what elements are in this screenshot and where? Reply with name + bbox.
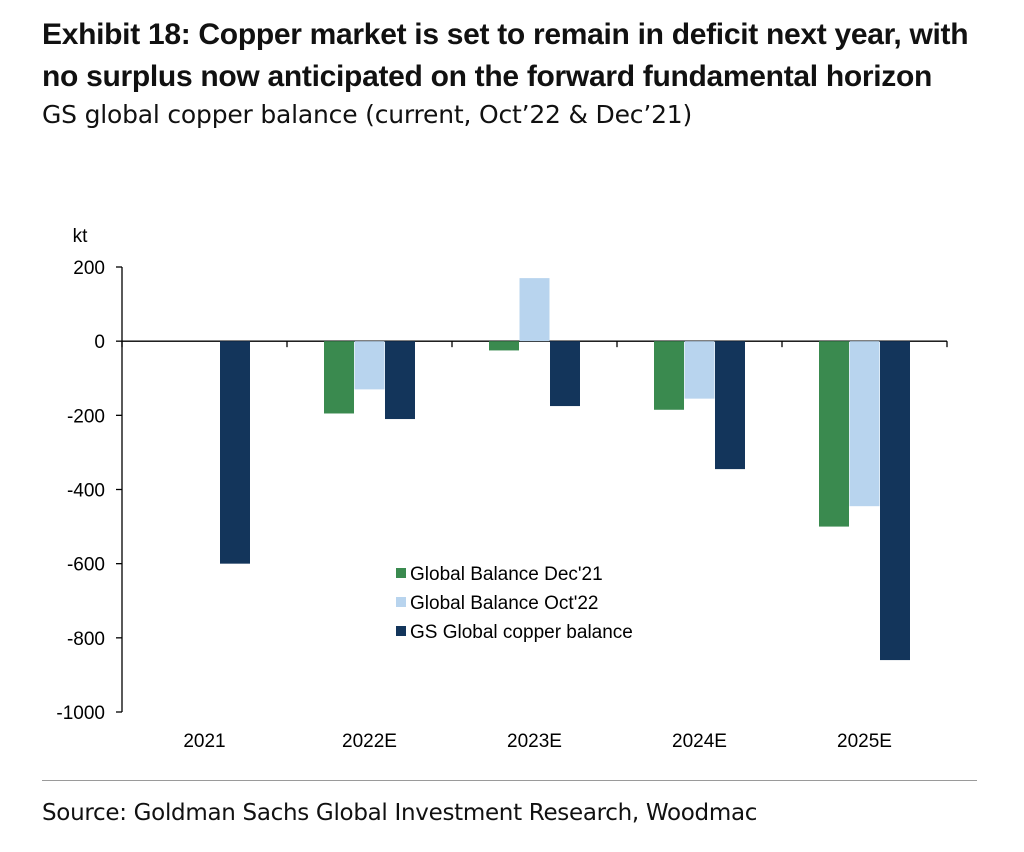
x-tick-label: 2025E bbox=[837, 731, 892, 752]
bar bbox=[654, 341, 684, 410]
x-tick-label: 2023E bbox=[507, 731, 562, 752]
bar bbox=[550, 341, 580, 407]
y-tick-label: 200 bbox=[73, 258, 105, 279]
y-tick-label: -400 bbox=[67, 481, 105, 502]
x-tick-label: 2022E bbox=[342, 731, 397, 752]
y-tick-label: 0 bbox=[94, 332, 105, 353]
chart-axes: 200 0 -200 -400 -600 -800 -1000 kt 2021 2022E 2023… bbox=[56, 226, 948, 752]
bar bbox=[819, 341, 849, 527]
legend-label: Global Balance Dec'21 bbox=[410, 564, 603, 585]
bar bbox=[324, 341, 354, 414]
chart-legend: Global Balance Dec'21 Global Balance Oct'… bbox=[396, 564, 633, 643]
bar bbox=[489, 341, 519, 351]
legend-swatch bbox=[396, 568, 406, 578]
bar bbox=[849, 341, 880, 507]
legend-swatch bbox=[396, 626, 406, 636]
bar bbox=[715, 341, 745, 470]
chart-subtitle: GS global copper balance (current, Oct’2… bbox=[42, 100, 693, 129]
y-tick-label: -800 bbox=[67, 629, 105, 650]
y-tick-label: -600 bbox=[67, 555, 105, 576]
bar bbox=[519, 278, 550, 342]
bar-chart: 200 0 -200 -400 -600 -800 -1000 kt 2021 2022E 2023… bbox=[56, 226, 948, 752]
y-tick-label: -200 bbox=[67, 406, 105, 427]
y-axis-unit-label: kt bbox=[73, 226, 89, 247]
bar bbox=[880, 341, 910, 661]
chart-title: Exhibit 18: Copper market is set to rema… bbox=[42, 18, 969, 93]
source-note: Source: Goldman Sachs Global Investment … bbox=[42, 800, 758, 826]
legend-swatch bbox=[396, 597, 406, 607]
bar bbox=[220, 341, 250, 564]
bar bbox=[684, 341, 715, 399]
x-tick-label: 2024E bbox=[672, 731, 727, 752]
bar bbox=[354, 341, 385, 390]
chart-bars bbox=[220, 278, 910, 661]
bar bbox=[385, 341, 415, 420]
y-tick-label: -1000 bbox=[56, 703, 105, 724]
legend-label: GS Global copper balance bbox=[410, 622, 633, 643]
legend-label: Global Balance Oct'22 bbox=[410, 593, 598, 614]
footer-divider bbox=[42, 780, 977, 781]
x-tick-label: 2021 bbox=[183, 731, 225, 752]
